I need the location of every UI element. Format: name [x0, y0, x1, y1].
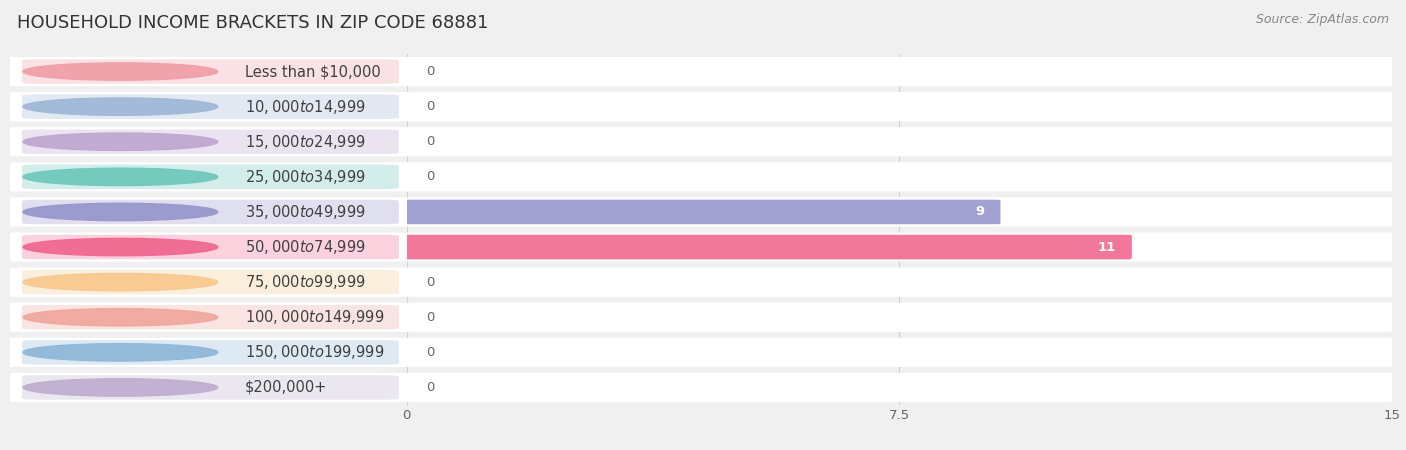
- FancyBboxPatch shape: [404, 200, 1001, 224]
- Text: 9: 9: [976, 206, 984, 218]
- FancyBboxPatch shape: [406, 127, 1392, 156]
- Text: $150,000 to $199,999: $150,000 to $199,999: [245, 343, 384, 361]
- Text: 0: 0: [426, 276, 434, 288]
- FancyBboxPatch shape: [22, 130, 399, 154]
- Text: 0: 0: [426, 65, 434, 78]
- Text: 0: 0: [426, 311, 434, 324]
- Text: $100,000 to $149,999: $100,000 to $149,999: [245, 308, 384, 326]
- FancyBboxPatch shape: [10, 303, 411, 332]
- Text: $25,000 to $34,999: $25,000 to $34,999: [245, 168, 366, 186]
- FancyBboxPatch shape: [10, 57, 411, 86]
- FancyBboxPatch shape: [406, 162, 1392, 191]
- Text: $10,000 to $14,999: $10,000 to $14,999: [245, 98, 366, 116]
- FancyBboxPatch shape: [22, 375, 399, 400]
- Text: Source: ZipAtlas.com: Source: ZipAtlas.com: [1256, 14, 1389, 27]
- Text: HOUSEHOLD INCOME BRACKETS IN ZIP CODE 68881: HOUSEHOLD INCOME BRACKETS IN ZIP CODE 68…: [17, 14, 488, 32]
- FancyBboxPatch shape: [10, 233, 411, 261]
- FancyBboxPatch shape: [406, 303, 1392, 332]
- Text: $15,000 to $24,999: $15,000 to $24,999: [245, 133, 366, 151]
- Circle shape: [22, 344, 218, 361]
- FancyBboxPatch shape: [22, 200, 399, 224]
- Text: 0: 0: [426, 381, 434, 394]
- Text: 0: 0: [426, 346, 434, 359]
- FancyBboxPatch shape: [10, 268, 411, 297]
- Text: 0: 0: [426, 100, 434, 113]
- Text: $75,000 to $99,999: $75,000 to $99,999: [245, 273, 366, 291]
- FancyBboxPatch shape: [406, 338, 1392, 367]
- Circle shape: [22, 379, 218, 396]
- Circle shape: [22, 274, 218, 291]
- FancyBboxPatch shape: [22, 94, 399, 119]
- Text: 0: 0: [426, 171, 434, 183]
- Circle shape: [22, 309, 218, 326]
- FancyBboxPatch shape: [10, 162, 411, 191]
- FancyBboxPatch shape: [22, 235, 399, 259]
- FancyBboxPatch shape: [22, 165, 399, 189]
- FancyBboxPatch shape: [22, 305, 399, 329]
- Circle shape: [22, 63, 218, 80]
- Text: 0: 0: [426, 135, 434, 148]
- FancyBboxPatch shape: [10, 92, 411, 121]
- Text: 11: 11: [1098, 241, 1116, 253]
- FancyBboxPatch shape: [10, 198, 411, 226]
- FancyBboxPatch shape: [406, 233, 1392, 261]
- FancyBboxPatch shape: [22, 270, 399, 294]
- FancyBboxPatch shape: [10, 127, 411, 156]
- FancyBboxPatch shape: [406, 57, 1392, 86]
- Circle shape: [22, 238, 218, 256]
- FancyBboxPatch shape: [22, 59, 399, 84]
- FancyBboxPatch shape: [10, 373, 411, 402]
- FancyBboxPatch shape: [22, 340, 399, 364]
- FancyBboxPatch shape: [404, 235, 1132, 259]
- Text: $35,000 to $49,999: $35,000 to $49,999: [245, 203, 366, 221]
- FancyBboxPatch shape: [406, 92, 1392, 121]
- FancyBboxPatch shape: [406, 373, 1392, 402]
- Circle shape: [22, 203, 218, 220]
- Circle shape: [22, 98, 218, 115]
- FancyBboxPatch shape: [10, 338, 411, 367]
- FancyBboxPatch shape: [406, 198, 1392, 226]
- Circle shape: [22, 133, 218, 150]
- FancyBboxPatch shape: [406, 268, 1392, 297]
- Text: Less than $10,000: Less than $10,000: [245, 64, 380, 79]
- Text: $50,000 to $74,999: $50,000 to $74,999: [245, 238, 366, 256]
- Text: $200,000+: $200,000+: [245, 380, 328, 395]
- Circle shape: [22, 168, 218, 185]
